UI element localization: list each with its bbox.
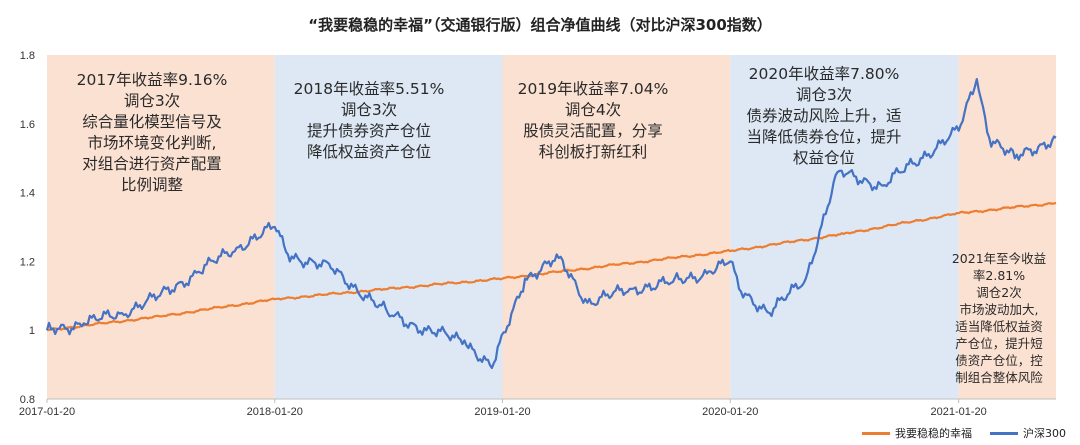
period-band (958, 55, 1056, 399)
annotation-line: 对组合进行资产配置 (82, 155, 222, 173)
annotation-line: 适当降低权益资 (955, 319, 1043, 334)
annotation-line: 2018年收益率5.51% (293, 80, 445, 98)
axes: 0.8 1 1.2 1.4 1.6 1.8 2017-01-20 2018-01-20 2019… (19, 50, 1056, 418)
annotation-line: 降低权益资产仓位 (306, 143, 431, 161)
y-tick-label: 1 (29, 325, 35, 337)
period-bands (47, 55, 1056, 399)
annotation-2018: 2018年收益率5.51% 调仓3次 提升债券资产仓位 降低权益资产仓位 (262, 79, 476, 163)
annotation-line: 调仓3次 (795, 86, 853, 104)
legend-label-index: 沪深300 (1023, 427, 1066, 440)
y-tick-label: 1.4 (20, 188, 35, 200)
period-band (502, 55, 731, 399)
x-tick-label: 2018-01-20 (247, 406, 303, 418)
annotation-line: 比例调整 (120, 176, 183, 194)
annotation-line: 调仓4次 (564, 101, 622, 119)
annotation-line: 权益仓位 (792, 149, 855, 167)
annotation-line: 市场波动加大, (959, 302, 1039, 317)
x-tick-label: 2017-01-20 (19, 406, 75, 418)
x-tick-label: 2019-01-20 (474, 406, 530, 418)
index-line (45, 78, 1057, 370)
portfolio-line (46, 201, 1057, 332)
x-tick-label: 2021-01-20 (931, 406, 987, 418)
annotation-line: 产仓位，提升短 (955, 336, 1043, 351)
annotation-2019: 2019年收益率7.04% 调仓4次 股债灵活配置，分享 科创板打新红利 (484, 79, 702, 163)
annotation-line: 债资产仓位，控 (955, 353, 1043, 368)
series-lines (45, 78, 1057, 370)
annotation-line: 调仓2次 (976, 285, 1022, 300)
annotation-line: 2017年收益率9.16% (76, 71, 228, 89)
annotation-line: 科创板打新红利 (538, 143, 648, 161)
y-tick-label: 1.2 (20, 256, 35, 268)
y-tick-label: 0.8 (20, 394, 35, 406)
period-band (47, 55, 275, 399)
period-band (730, 55, 959, 399)
annotation-2020: 2020年收益率7.80% 调仓3次 债券波动风险上升，适 当降低债券仓位，提升… (712, 64, 936, 169)
annotation-2017: 2017年收益率9.16% 调仓3次 综合量化模型信号及 市场环境变化判断, 对… (48, 70, 256, 196)
annotation-line: 综合量化模型信号及 (82, 113, 222, 131)
annotation-line: 股债灵活配置，分享 (523, 122, 663, 140)
annotation-line: 债券波动风险上升，适 (746, 107, 902, 125)
legend-item-index: 沪深300 (990, 425, 1066, 441)
annotation-line: 率2.81% (972, 268, 1026, 283)
legend-label-portfolio: 我要稳稳的幸福 (895, 427, 972, 440)
legend-item-portfolio: 我要稳稳的幸福 (862, 425, 972, 441)
annotation-line: 2021年至今收益 (951, 251, 1047, 266)
annotation-line: 调仓3次 (340, 101, 398, 119)
annotation-line: 2020年收益率7.80% (748, 65, 900, 83)
y-tick-label: 1.6 (20, 119, 35, 131)
annotation-line: 2019年收益率7.04% (517, 80, 669, 98)
annotation-line: 当降低债券仓位，提升 (746, 128, 902, 146)
legend-swatch-index (990, 431, 1018, 435)
annotation-line: 调仓3次 (123, 92, 181, 110)
y-tick-label: 1.8 (20, 50, 35, 62)
annotation-line: 提升债券资产仓位 (306, 122, 431, 140)
annotation-line: 市场环境变化判断, (87, 134, 217, 152)
annotation-line: 制组合整体风险 (955, 370, 1043, 385)
x-tick-label: 2020-01-20 (702, 406, 758, 418)
annotation-2021: 2021年至今收益 率2.81% 调仓2次 市场波动加大, 适当降低权益资 产仓… (938, 250, 1060, 386)
chart-title: “我要稳稳的幸福”（交通银行版）组合净值曲线（对比沪深300指数） (308, 16, 772, 34)
legend-swatch-portfolio (862, 431, 890, 435)
legend: 我要稳稳的幸福 沪深300 (862, 425, 1066, 441)
